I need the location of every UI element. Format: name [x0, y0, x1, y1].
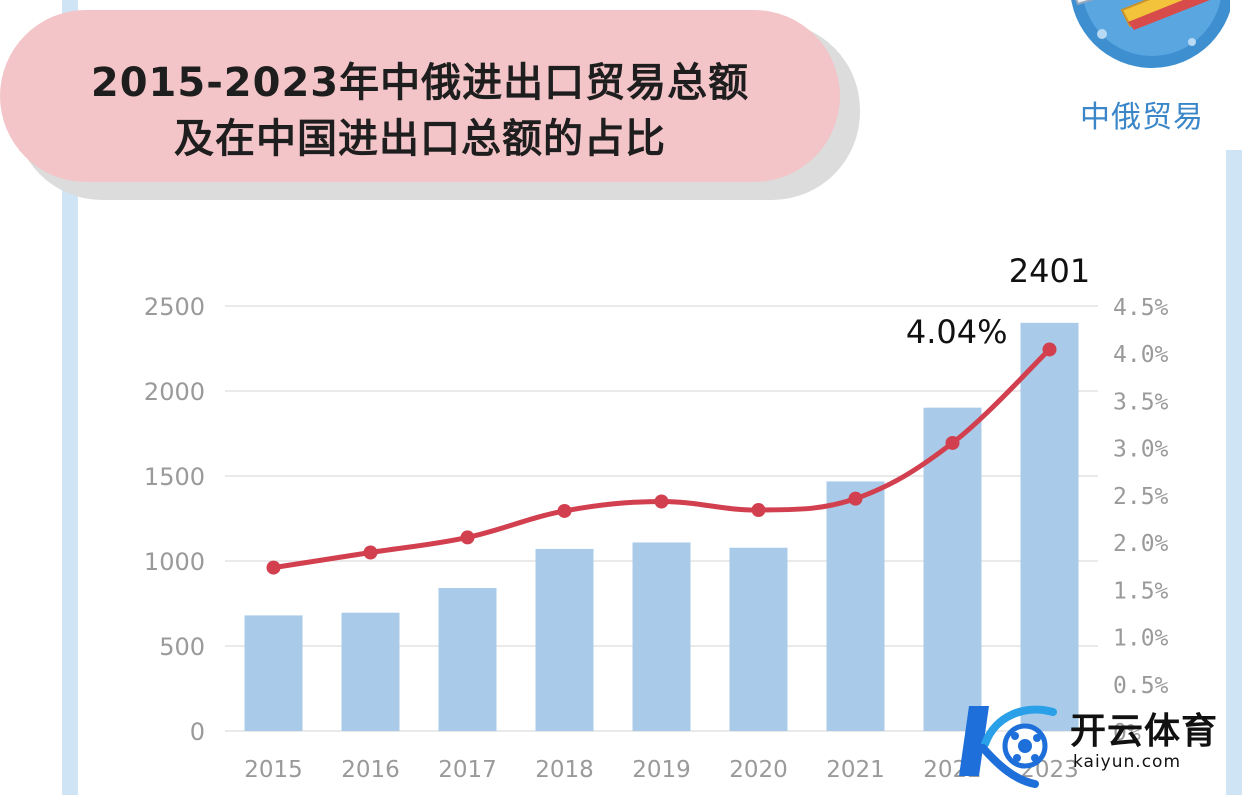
chart-title-line-2: 及在中国进出口总额的占比 [174, 116, 666, 162]
line-point [557, 503, 572, 518]
ship-badge-icon [1071, 0, 1230, 68]
bar [438, 588, 497, 731]
line-data-label: 4.04% [906, 313, 1008, 351]
left-axis-tick-label: 2500 [144, 293, 205, 321]
x-axis-tick-label: 2018 [535, 757, 594, 783]
watermark-cn-text: 开云体育 [1070, 711, 1219, 752]
line-point [266, 560, 281, 575]
bar [244, 615, 303, 731]
line-point [363, 545, 378, 560]
right-axis-tick-label: 4.0% [1113, 342, 1169, 368]
bar [1020, 322, 1079, 731]
kaiyun-logo-icon [959, 705, 1057, 788]
right-axis-tick-label: 0.5% [1113, 673, 1169, 699]
left-axis-tick-label: 1000 [144, 548, 205, 576]
left-axis-tick-label: 500 [159, 633, 205, 661]
line-point [751, 503, 766, 517]
x-axis-tick-label: 2016 [341, 757, 400, 783]
right-axis-tick-label: 0% [1113, 720, 1141, 746]
bar [632, 542, 691, 731]
right-axis-tick-label: 3.5% [1113, 389, 1169, 415]
x-axis-tick-label: 2019 [632, 757, 691, 783]
x-axis-tick-label: 2015 [244, 757, 303, 783]
left-axis-tick-label: 0 [190, 718, 205, 746]
x-axis-tick-label: 2017 [438, 757, 497, 783]
x-axis-tick-label: 2020 [729, 757, 788, 783]
line-point [460, 530, 475, 545]
bar [341, 612, 400, 731]
line-point [1042, 342, 1057, 357]
left-axis-tick-label: 2000 [144, 378, 205, 406]
left-axis-tick-label: 1500 [144, 463, 205, 491]
bar [826, 481, 885, 731]
x-axis-tick-label: 2021 [826, 757, 885, 783]
frame-left-strip [62, 0, 78, 795]
bar-data-label: 2401 [1009, 252, 1090, 290]
right-axis-tick-label: 4.5% [1113, 295, 1169, 321]
watermark: 开云体育 kaiyun.com [955, 696, 1237, 792]
bar [923, 407, 982, 731]
bar [729, 547, 788, 731]
line-point [848, 491, 863, 506]
title-banner [0, 10, 840, 182]
line-point [945, 435, 960, 450]
line-point [654, 494, 669, 509]
bar [535, 548, 594, 731]
chart-title-line-1: 2015-2023年中俄进出口贸易总额 [90, 60, 750, 106]
section-label: 中俄贸易 [1080, 100, 1204, 135]
watermark-en-text: kaiyun.com [1073, 752, 1182, 772]
right-axis-tick-label: 2.5% [1113, 484, 1169, 510]
right-axis-tick-label: 3.0% [1113, 437, 1169, 463]
right-axis-tick-label: 2.0% [1113, 531, 1169, 557]
frame-right-strip [1226, 150, 1242, 795]
right-axis-tick-label: 1.0% [1113, 626, 1169, 652]
right-axis-tick-label: 1.5% [1113, 578, 1169, 604]
